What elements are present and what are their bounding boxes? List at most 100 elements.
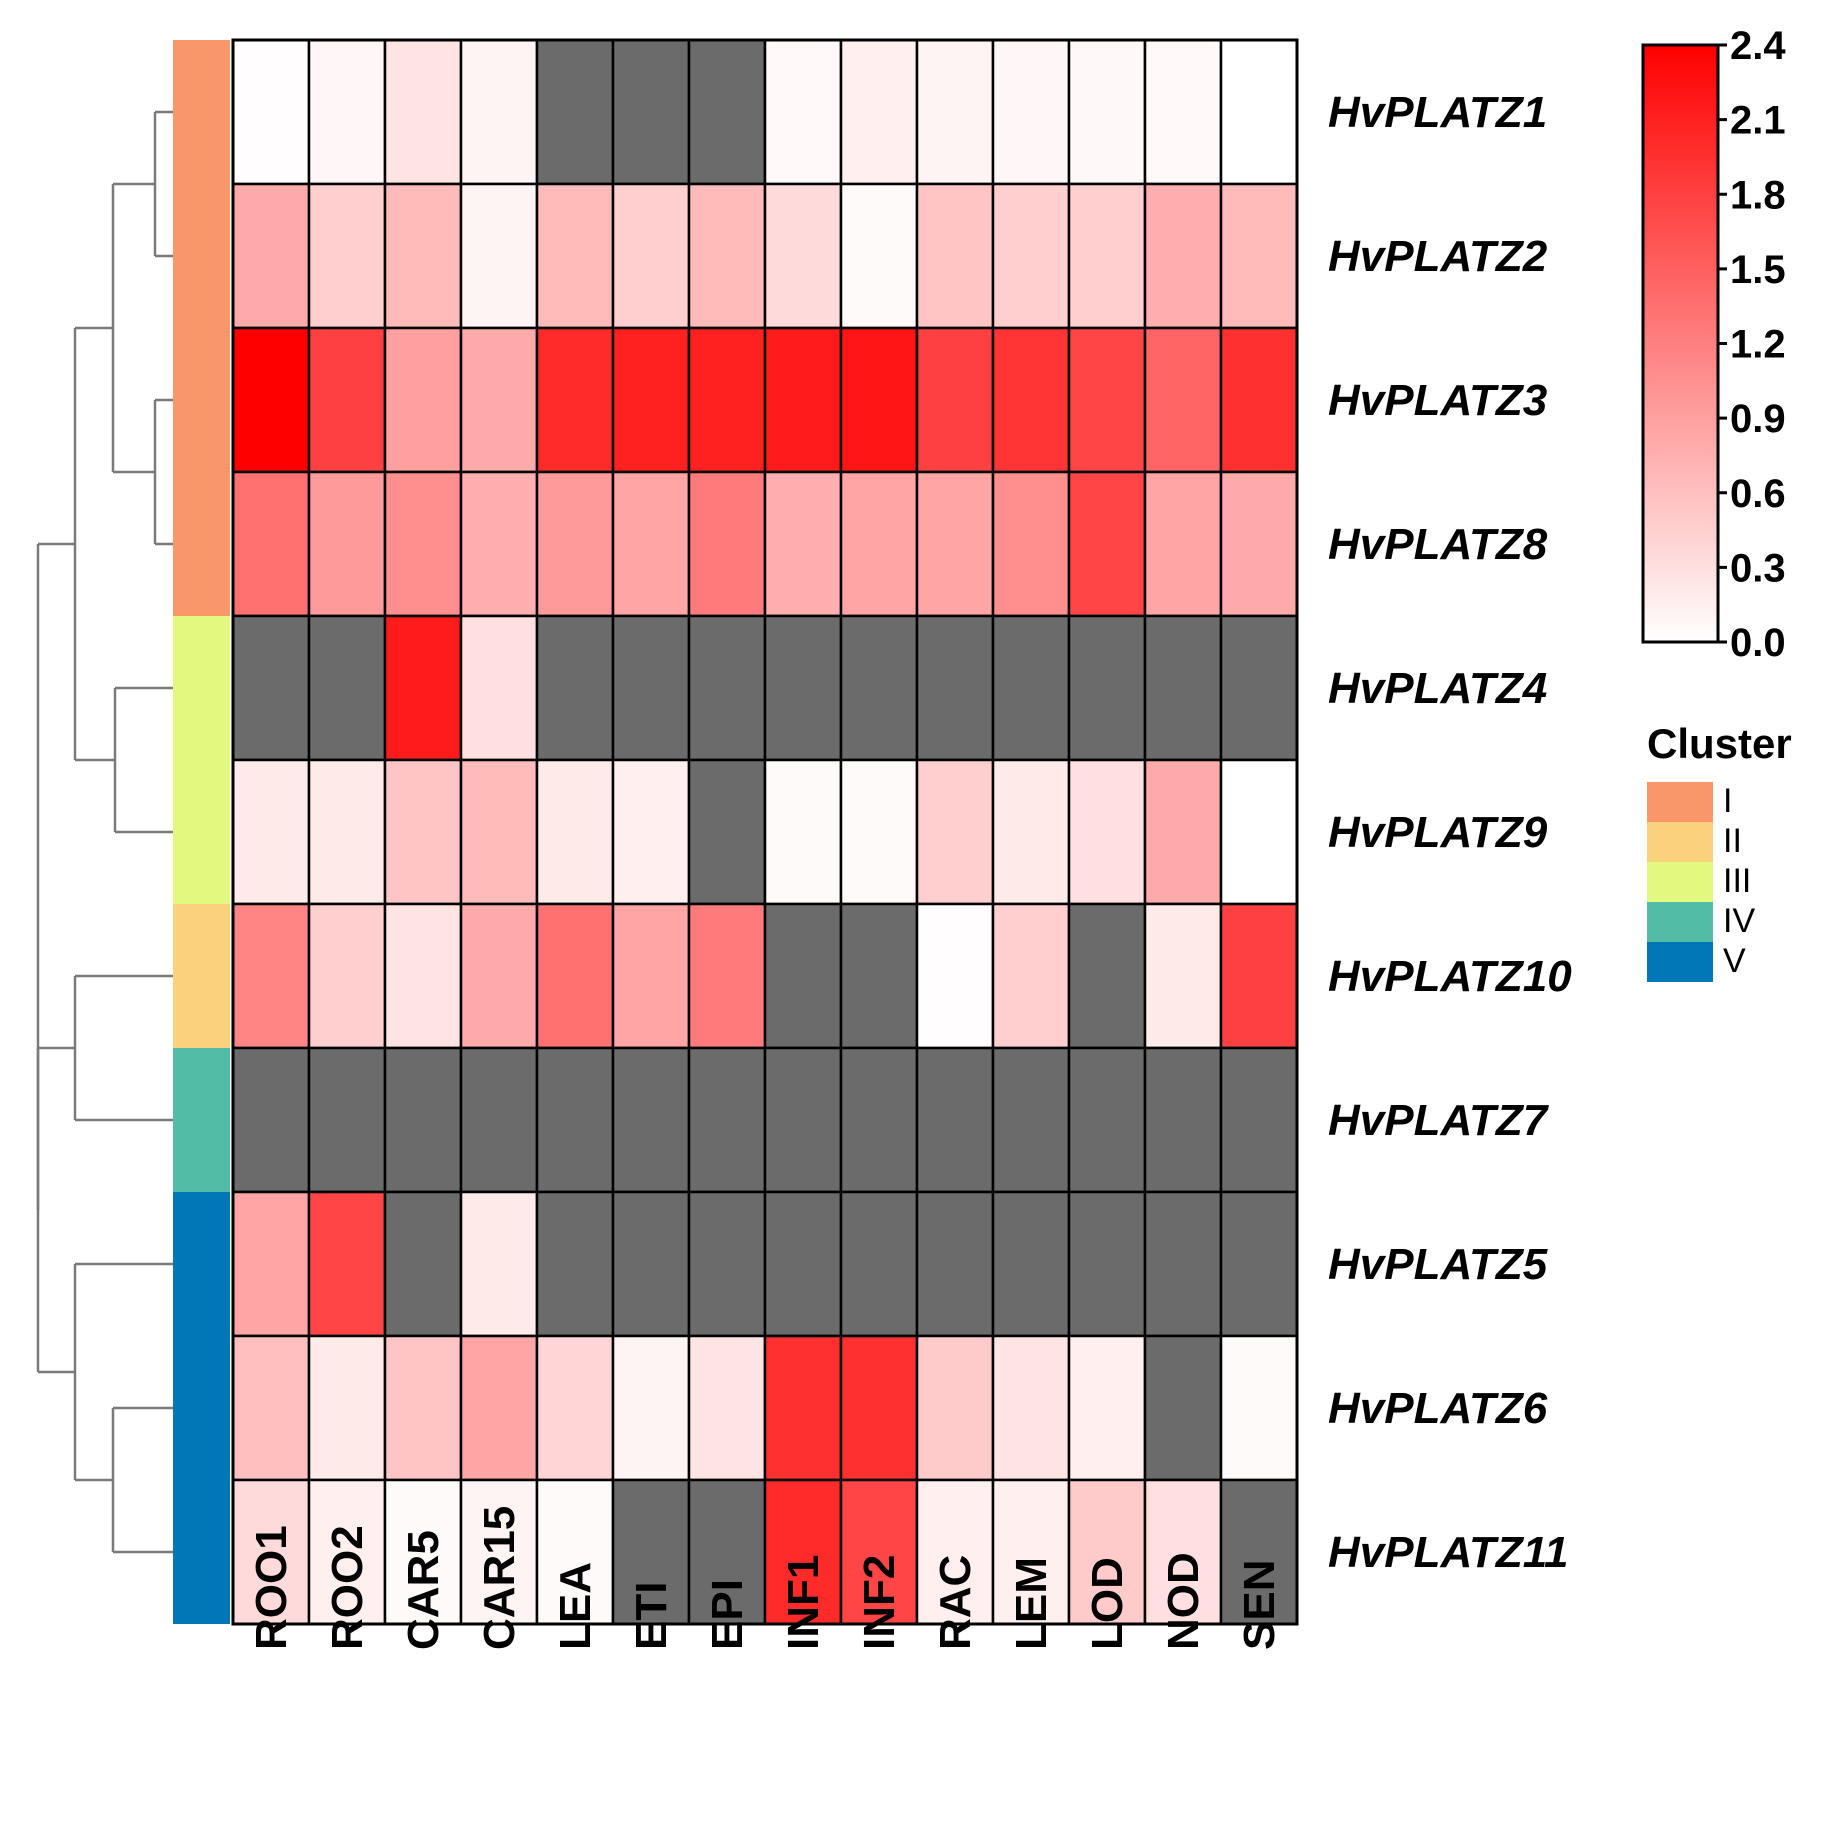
heatmap-cell-HvPLATZ9-ROO2	[307, 758, 387, 906]
heatmap-cell-HvPLATZ10-CAR5	[383, 902, 463, 1050]
heatmap-cell-HvPLATZ11-EPI	[687, 1478, 767, 1626]
heatmap-cell-HvPLATZ9-INF1	[763, 758, 843, 906]
heatmap-cell-HvPLATZ1-RAC	[915, 38, 995, 186]
heatmap-cell-HvPLATZ3-INF1	[763, 326, 843, 474]
heatmap-border	[231, 38, 1299, 1626]
cluster-bar-HvPLATZ8	[173, 472, 230, 616]
heatmap-cell-HvPLATZ3-NOD	[1143, 326, 1223, 474]
heatmap-cell-HvPLATZ2-EPI	[687, 182, 767, 330]
cluster-label-IV: IV	[1723, 902, 1755, 940]
heatmap-cell-HvPLATZ5-LOD	[1067, 1190, 1147, 1338]
heatmap-cell-HvPLATZ10-CAR15	[459, 902, 539, 1050]
sample-label-RAC: RAC	[931, 1555, 980, 1650]
heatmap-cell-HvPLATZ1-ROO1	[231, 38, 311, 186]
cluster-bar-HvPLATZ11	[173, 1480, 230, 1624]
heatmap-cell-HvPLATZ8-SEN	[1219, 470, 1299, 618]
heatmap-cell-HvPLATZ6-ROO1	[231, 1334, 311, 1482]
heatmap-cell-HvPLATZ6-RAC	[915, 1334, 995, 1482]
heatmap-cell-HvPLATZ2-ETI	[611, 182, 691, 330]
heatmap-cell-HvPLATZ6-SEN	[1219, 1334, 1299, 1482]
heatmap-cell-HvPLATZ7-CAR5	[383, 1046, 463, 1194]
row-dendrogram	[36, 110, 173, 1554]
heatmap-cell-HvPLATZ8-CAR15	[459, 470, 539, 618]
heatmap-cell-HvPLATZ5-CAR5	[383, 1190, 463, 1338]
gene-label-HvPLATZ9: HvPLATZ9	[1328, 808, 1548, 857]
heatmap-cell-HvPLATZ2-RAC	[915, 182, 995, 330]
heatmap-cell-HvPLATZ8-RAC	[915, 470, 995, 618]
heatmap-cell-HvPLATZ6-INF2	[839, 1334, 919, 1482]
color-scale-tick-label: 2.1	[1730, 99, 1786, 143]
heatmap-cell-HvPLATZ1-ETI	[611, 38, 691, 186]
heatmap-cell-HvPLATZ7-LOD	[1067, 1046, 1147, 1194]
heatmap-cell-HvPLATZ9-LEM	[991, 758, 1071, 906]
heatmap-cell-HvPLATZ2-INF1	[763, 182, 843, 330]
heatmap-cell-HvPLATZ5-ETI	[611, 1190, 691, 1338]
heatmap-cell-HvPLATZ7-ROO1	[231, 1046, 311, 1194]
cluster-bar-HvPLATZ5	[173, 1192, 230, 1336]
gene-label-HvPLATZ7: HvPLATZ7	[1328, 1096, 1550, 1145]
heatmap-cell-HvPLATZ3-CAR15	[459, 326, 539, 474]
heatmap-cell-HvPLATZ6-ETI	[611, 1334, 691, 1482]
cluster-bar-HvPLATZ7	[173, 1048, 230, 1192]
heatmap-cell-HvPLATZ9-INF2	[839, 758, 919, 906]
heatmap-cell-HvPLATZ3-EPI	[687, 326, 767, 474]
heatmap-cell-HvPLATZ10-SEN	[1219, 902, 1299, 1050]
heatmap-cell-HvPLATZ10-LOD	[1067, 902, 1147, 1050]
heatmap-cell-HvPLATZ1-ROO2	[307, 38, 387, 186]
heatmap-cell-HvPLATZ9-LEA	[535, 758, 615, 906]
heatmap-cell-HvPLATZ1-EPI	[687, 38, 767, 186]
gene-label-HvPLATZ10: HvPLATZ10	[1328, 952, 1572, 1001]
heatmap-cell-HvPLATZ2-SEN	[1219, 182, 1299, 330]
cluster-swatch-IV	[1647, 902, 1713, 942]
heatmap-cell-HvPLATZ3-LEM	[991, 326, 1071, 474]
cluster-label-V: V	[1723, 942, 1746, 980]
heatmap-cell-HvPLATZ6-CAR15	[459, 1334, 539, 1482]
color-scale-tick-label: 0.9	[1730, 397, 1786, 441]
heatmap-cell-HvPLATZ10-LEA	[535, 902, 615, 1050]
heatmap-cell-HvPLATZ8-EPI	[687, 470, 767, 618]
heatmap-cell-HvPLATZ2-LEA	[535, 182, 615, 330]
sample-label-ROO1: ROO1	[247, 1525, 296, 1650]
heatmap-cell-HvPLATZ8-ETI	[611, 470, 691, 618]
cluster-bar-HvPLATZ10	[173, 904, 230, 1048]
heatmap-cell-HvPLATZ10-INF2	[839, 902, 919, 1050]
sample-label-SEN: SEN	[1235, 1560, 1284, 1650]
heatmap-cell-HvPLATZ9-ETI	[611, 758, 691, 906]
heatmap-cell-HvPLATZ8-LOD	[1067, 470, 1147, 618]
color-scale-tick-label: 2.4	[1730, 24, 1786, 68]
color-scale-tick-label: 0.0	[1730, 621, 1786, 665]
cluster-bar-HvPLATZ9	[173, 760, 230, 904]
heatmap-cell-HvPLATZ3-ROO2	[307, 326, 387, 474]
heatmap-cell-HvPLATZ4-CAR15	[459, 614, 539, 762]
heatmap-cell-HvPLATZ9-CAR5	[383, 758, 463, 906]
heatmap-cell-HvPLATZ6-LEA	[535, 1334, 615, 1482]
heatmap-cell-HvPLATZ4-CAR5	[383, 614, 463, 762]
heatmap-cell-HvPLATZ6-NOD	[1143, 1334, 1223, 1482]
heatmap-cell-HvPLATZ4-ETI	[611, 614, 691, 762]
cluster-swatch-I	[1647, 782, 1713, 822]
gene-label-HvPLATZ3: HvPLATZ3	[1328, 376, 1547, 425]
heatmap-cell-HvPLATZ11-ETI	[611, 1478, 691, 1626]
heatmap-cell-HvPLATZ7-CAR15	[459, 1046, 539, 1194]
heatmap-cell-HvPLATZ7-INF1	[763, 1046, 843, 1194]
color-scale-tick-label: 1.5	[1730, 248, 1786, 292]
heatmap-cell-HvPLATZ3-RAC	[915, 326, 995, 474]
heatmap-cell-HvPLATZ5-RAC	[915, 1190, 995, 1338]
heatmap-cell-HvPLATZ5-CAR15	[459, 1190, 539, 1338]
heatmap-cell-HvPLATZ4-ROO2	[307, 614, 387, 762]
color-scale-tick-label: 0.3	[1730, 546, 1786, 590]
sample-label-CAR5: CAR5	[399, 1530, 448, 1650]
cluster-bar-HvPLATZ1	[173, 40, 230, 184]
cluster-swatch-V	[1647, 942, 1713, 982]
heatmap-cell-HvPLATZ4-INF2	[839, 614, 919, 762]
heatmap-cell-HvPLATZ7-LEM	[991, 1046, 1071, 1194]
heatmap-cell-HvPLATZ2-NOD	[1143, 182, 1223, 330]
heatmap-cell-HvPLATZ8-INF1	[763, 470, 843, 618]
gene-label-HvPLATZ2: HvPLATZ2	[1328, 232, 1548, 281]
gene-label-HvPLATZ6: HvPLATZ6	[1328, 1384, 1548, 1433]
heatmap-cell-HvPLATZ7-EPI	[687, 1046, 767, 1194]
heatmap-cell-HvPLATZ10-INF1	[763, 902, 843, 1050]
heatmap-cell-HvPLATZ11-RAC	[915, 1478, 995, 1626]
heatmap-cell-HvPLATZ10-ETI	[611, 902, 691, 1050]
heatmap-cell-HvPLATZ6-EPI	[687, 1334, 767, 1482]
